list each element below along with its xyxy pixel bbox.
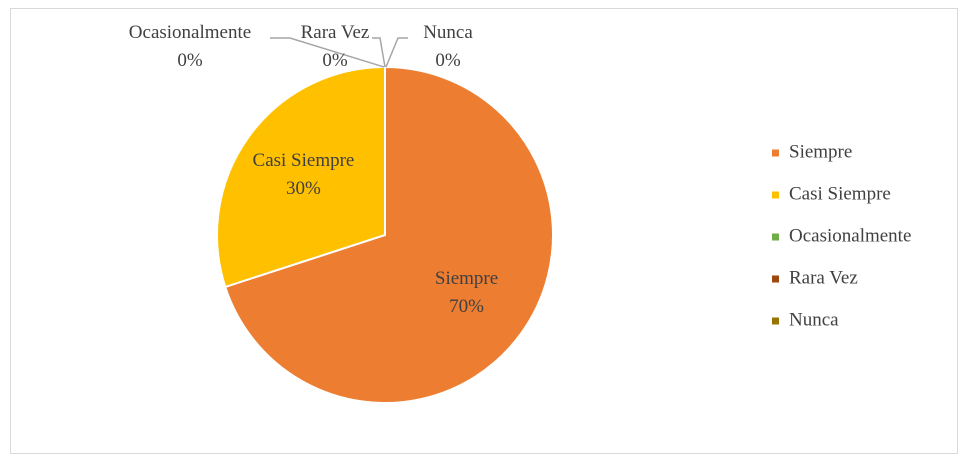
legend-label: Casi Siempre	[789, 183, 891, 204]
legend-label: Siempre	[789, 141, 852, 162]
pie-slice	[216, 65, 386, 289]
data-label-value: 0%	[322, 50, 348, 71]
data-label: Siempre 70%	[435, 269, 498, 318]
legend-label: Nunca	[789, 309, 839, 330]
leader-line	[372, 37, 386, 68]
data-label: Rara Vez 0%	[301, 22, 370, 71]
data-label-category: Ocasionalmente	[129, 22, 251, 43]
data-label-category: Casi Siempre	[253, 150, 355, 171]
data-label-category: Rara Vez	[301, 22, 370, 43]
data-label-value: 0%	[435, 50, 461, 71]
leader-line	[385, 37, 408, 68]
pie-slice	[223, 65, 554, 404]
data-label: Casi Siempre 30%	[253, 150, 355, 199]
legend-swatch	[772, 317, 779, 325]
legend-swatch	[772, 191, 779, 199]
data-label-category: Nunca	[423, 22, 473, 43]
legend-label: Ocasionalmente	[789, 225, 911, 246]
leader-line	[270, 37, 385, 68]
legend-label: Rara Vez	[789, 267, 858, 288]
data-label-value: 30%	[286, 178, 321, 199]
data-label-value: 0%	[177, 50, 203, 71]
data-label-category: Siempre	[435, 269, 498, 290]
legend-swatch	[772, 149, 779, 157]
legend-swatch	[772, 275, 779, 283]
data-label: Ocasionalmente 0%	[129, 22, 251, 71]
legend-swatch	[772, 233, 779, 241]
data-label: Nunca 0%	[423, 22, 473, 71]
data-label-value: 70%	[449, 297, 484, 318]
